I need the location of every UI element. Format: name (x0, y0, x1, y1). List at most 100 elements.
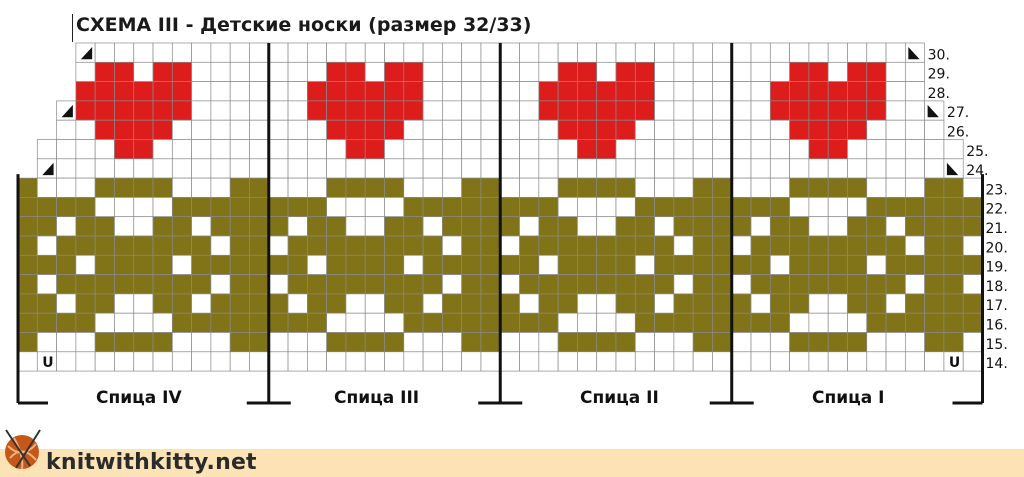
chart-cell (133, 197, 154, 218)
chart-cell (577, 42, 598, 63)
chart-cell (519, 293, 540, 314)
chart-cell (769, 81, 790, 102)
chart-cell (866, 332, 887, 353)
chart-cell (364, 100, 385, 121)
chart-cell (36, 177, 57, 198)
chart-cell (287, 197, 308, 218)
chart-cell (384, 61, 405, 82)
chart-cell (384, 235, 405, 256)
chart-cell (634, 351, 655, 372)
chart-cell (75, 119, 96, 140)
chart-cell (789, 139, 810, 160)
chart-cell (17, 177, 38, 198)
knitting-chart: 30. 29. 28. 27. 26. 25. 24. 23. 22. 21. 20. 19. 18. 1… (16, 42, 1008, 405)
chart-cell (384, 274, 405, 295)
chart-cell (769, 177, 790, 198)
chart-cell (403, 332, 424, 353)
chart-cell (538, 235, 559, 256)
row-number-label: 16. (986, 318, 1008, 334)
chart-cell (480, 139, 501, 160)
chart-cell (577, 216, 598, 237)
chart-cell (133, 61, 154, 82)
chart-cell (673, 158, 694, 179)
chart-cell (538, 332, 559, 353)
chart-cell (307, 81, 327, 102)
chart-cell (673, 177, 694, 198)
chart-cell (519, 216, 540, 237)
chart-cell (114, 332, 135, 353)
chart-cell (557, 312, 578, 333)
chart-cell (924, 119, 945, 140)
chart-cell (75, 139, 96, 160)
chart-cell (17, 332, 38, 353)
chart-cell (789, 158, 810, 179)
chart-cell (326, 216, 347, 237)
chart-cell (866, 235, 887, 256)
chart-cell (577, 312, 598, 333)
chart-cell (712, 235, 733, 256)
chart-cell (731, 235, 752, 256)
chart-cell (769, 158, 790, 179)
chart-cell (56, 216, 77, 237)
chart-cell (499, 42, 520, 63)
chart-cell (538, 312, 559, 333)
row-number-label: 30. (928, 47, 950, 63)
chart-cell (94, 235, 115, 256)
chart-cell (654, 351, 675, 372)
chart-cell (384, 139, 405, 160)
chart-cell (75, 100, 96, 121)
chart-cell (538, 61, 559, 82)
chart-cell (422, 81, 443, 102)
chart-cell (692, 274, 713, 295)
chart-cell (654, 119, 675, 140)
chart-cell (962, 312, 983, 333)
chart-cell (750, 197, 771, 218)
chart-cell (519, 177, 540, 198)
chart-cell (480, 332, 501, 353)
needle-label-3: Спица III (334, 388, 420, 408)
chart-cell (114, 177, 135, 198)
chart-cell (654, 332, 675, 353)
chart-cell (94, 351, 115, 372)
chart-cell (557, 81, 578, 102)
needle-label-1: Спица I (812, 388, 885, 408)
chart-cell (249, 293, 270, 314)
chart-cell (75, 235, 96, 256)
chart-cell (577, 274, 598, 295)
chart-cell (403, 312, 424, 333)
chart-cell (885, 177, 906, 198)
chart-cell (17, 312, 38, 333)
chart-cell (249, 351, 270, 372)
chart-cell (731, 351, 752, 372)
chart-cell (808, 177, 829, 198)
chart-cell (461, 312, 482, 333)
chart-cell (364, 351, 385, 372)
chart-cell (750, 332, 771, 353)
chart-cell (36, 139, 57, 160)
chart-cell (712, 177, 733, 198)
chart-cell (364, 61, 385, 82)
chart-cell (692, 139, 713, 160)
chart-cell (615, 197, 636, 218)
chart-cell (364, 119, 385, 140)
chart-cell (403, 274, 424, 295)
chart-cell (364, 216, 385, 237)
chart-cell (866, 274, 887, 295)
chart-cell (596, 158, 617, 179)
chart-cell (461, 139, 482, 160)
chart-cell (152, 81, 173, 102)
chart-cell (731, 312, 752, 333)
chart-cell (904, 254, 925, 275)
chart-cell (326, 332, 347, 353)
chart-cell (634, 332, 655, 353)
chart-cell (442, 177, 463, 198)
chart-cell (769, 274, 790, 295)
chart-cell (422, 312, 443, 333)
chart-cell (171, 332, 192, 353)
chart-cell (75, 254, 96, 275)
chart-cell (769, 42, 790, 63)
chart-cell (519, 332, 540, 353)
chart-cell (191, 158, 212, 179)
chart-cell (673, 216, 694, 237)
chart-cell (249, 312, 270, 333)
